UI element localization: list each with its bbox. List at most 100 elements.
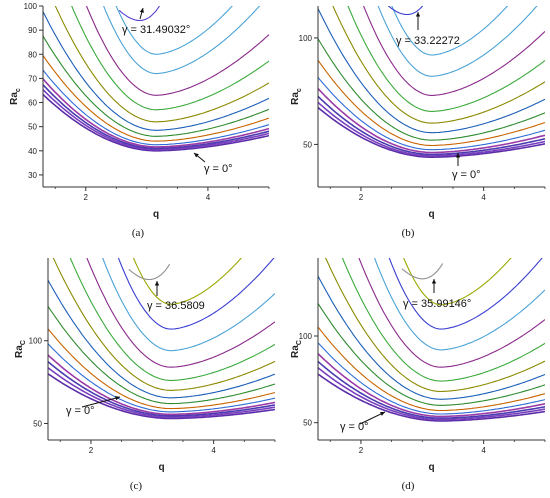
x-axis-label: q xyxy=(158,462,164,473)
series-line-2 xyxy=(318,101,545,157)
series-line-1 xyxy=(318,106,545,158)
gamma-zero-annotation: γ = 0° xyxy=(204,163,233,175)
series-line-3 xyxy=(318,95,545,156)
x-tick-label: 4 xyxy=(211,446,216,455)
series-line-12 xyxy=(103,6,261,75)
series-line-14 xyxy=(387,6,424,16)
series-line-15 xyxy=(401,263,444,280)
series-line-6 xyxy=(318,59,545,147)
series-line-2 xyxy=(48,367,275,418)
series-line-2 xyxy=(43,89,269,151)
series-line-14 xyxy=(118,6,161,22)
y-tick-label: 50 xyxy=(33,419,42,428)
x-tick-label: 4 xyxy=(206,193,211,202)
panel-caption: (c) xyxy=(130,480,143,492)
curve-group xyxy=(43,6,269,152)
series-line-10 xyxy=(347,6,545,112)
x-tick-label: 2 xyxy=(89,446,94,455)
y-tick-label: 60 xyxy=(28,99,37,108)
series-line-13 xyxy=(388,258,543,330)
arrow-head-icon xyxy=(115,396,120,401)
series-line-15 xyxy=(128,263,171,281)
arrow-head-icon xyxy=(415,12,421,17)
series-line-11 xyxy=(86,258,275,368)
series-line-1 xyxy=(43,93,269,152)
series-line-2 xyxy=(318,367,545,421)
series-line-8 xyxy=(43,11,269,131)
series-line-3 xyxy=(318,360,545,420)
panel-caption: (b) xyxy=(402,227,415,239)
gamma-max-annotation: γ = 33.22272 xyxy=(396,35,460,47)
series-line-8 xyxy=(318,8,545,134)
panel-caption: (d) xyxy=(402,480,415,492)
y-tick-label: 50 xyxy=(303,140,312,149)
y-tick-label: 70 xyxy=(28,74,37,83)
chart-panel-1: 2 4 30 40 50 60 70 80 90 100 q Rac γ = 31.49032° γ = … xyxy=(9,2,270,239)
series-line-5 xyxy=(318,77,545,151)
series-line-7 xyxy=(318,38,545,141)
y-tick-label: 50 xyxy=(303,419,312,428)
series-line-13 xyxy=(115,6,233,55)
series-line-9 xyxy=(325,258,545,393)
x-axis-label: q xyxy=(428,462,434,473)
y-tick-label: 90 xyxy=(28,26,37,35)
series-line-14 xyxy=(132,258,242,305)
y-axis-label: Rac xyxy=(9,88,22,105)
series-line-4 xyxy=(318,353,545,418)
y-tick-label: 50 xyxy=(28,123,37,132)
x-tick-label: 4 xyxy=(481,446,486,455)
series-line-11 xyxy=(363,6,545,96)
series-line-5 xyxy=(48,343,275,413)
series-line-3 xyxy=(43,84,269,150)
series-line-12 xyxy=(377,6,538,77)
series-line-4 xyxy=(318,88,545,154)
gamma-max-annotation: γ = 31.49032° xyxy=(122,24,190,36)
series-line-11 xyxy=(85,6,269,96)
series-line-1 xyxy=(318,373,545,422)
panel-caption: (a) xyxy=(132,227,145,239)
curve-group xyxy=(48,258,275,420)
series-line-4 xyxy=(43,78,269,148)
series-line-10 xyxy=(341,258,545,382)
y-tick-label: 30 xyxy=(28,171,37,180)
series-line-10 xyxy=(69,258,275,381)
series-line-12 xyxy=(374,258,545,351)
series-line-14 xyxy=(403,258,512,306)
y-axis-label: Rac xyxy=(290,88,303,105)
curve-group xyxy=(318,6,545,158)
x-tick-label: 2 xyxy=(359,446,364,455)
annotation-arrow xyxy=(81,396,121,408)
series-line-9 xyxy=(332,6,545,124)
x-tick-label: 2 xyxy=(359,193,364,202)
series-line-13 xyxy=(391,6,509,56)
series-line-6 xyxy=(43,55,269,142)
x-axis-label: q xyxy=(153,209,159,220)
curve-group xyxy=(318,258,545,422)
series-line-7 xyxy=(48,305,275,405)
arrow-head-icon xyxy=(194,153,199,158)
gamma-max-annotation: γ = 36.5809 xyxy=(147,300,205,312)
y-tick-label: 40 xyxy=(28,147,37,156)
series-line-8 xyxy=(318,275,545,400)
chart-panel-4: 2 4 50 100 q RaC γ = 35.99146° γ = 0° (d) xyxy=(290,258,546,492)
arrow-head-icon xyxy=(431,279,437,284)
y-tick-label: 100 xyxy=(29,337,43,346)
y-tick-label: 100 xyxy=(299,332,313,341)
x-tick-label: 4 xyxy=(481,193,486,202)
y-axis-label: RaC xyxy=(14,340,27,358)
chart-panel-3: 2 4 50 100 q RaC γ = 36.5809 γ = 0° (c) xyxy=(14,258,276,492)
chart-panel-2: 2 4 50 100 q Rac γ = 33.22272 γ = 0° (b) xyxy=(290,6,546,239)
series-line-3 xyxy=(48,361,275,417)
series-line-1 xyxy=(48,373,275,420)
annotation-arrow xyxy=(359,411,386,425)
series-line-10 xyxy=(71,6,269,111)
x-axis-label: q xyxy=(428,209,434,220)
series-line-12 xyxy=(102,258,275,352)
series-line-7 xyxy=(318,303,545,406)
series-line-11 xyxy=(358,258,545,368)
y-tick-label: 80 xyxy=(28,50,37,59)
series-line-9 xyxy=(52,258,275,391)
arrow-head-icon xyxy=(455,153,461,158)
arrow-head-icon xyxy=(154,281,160,286)
